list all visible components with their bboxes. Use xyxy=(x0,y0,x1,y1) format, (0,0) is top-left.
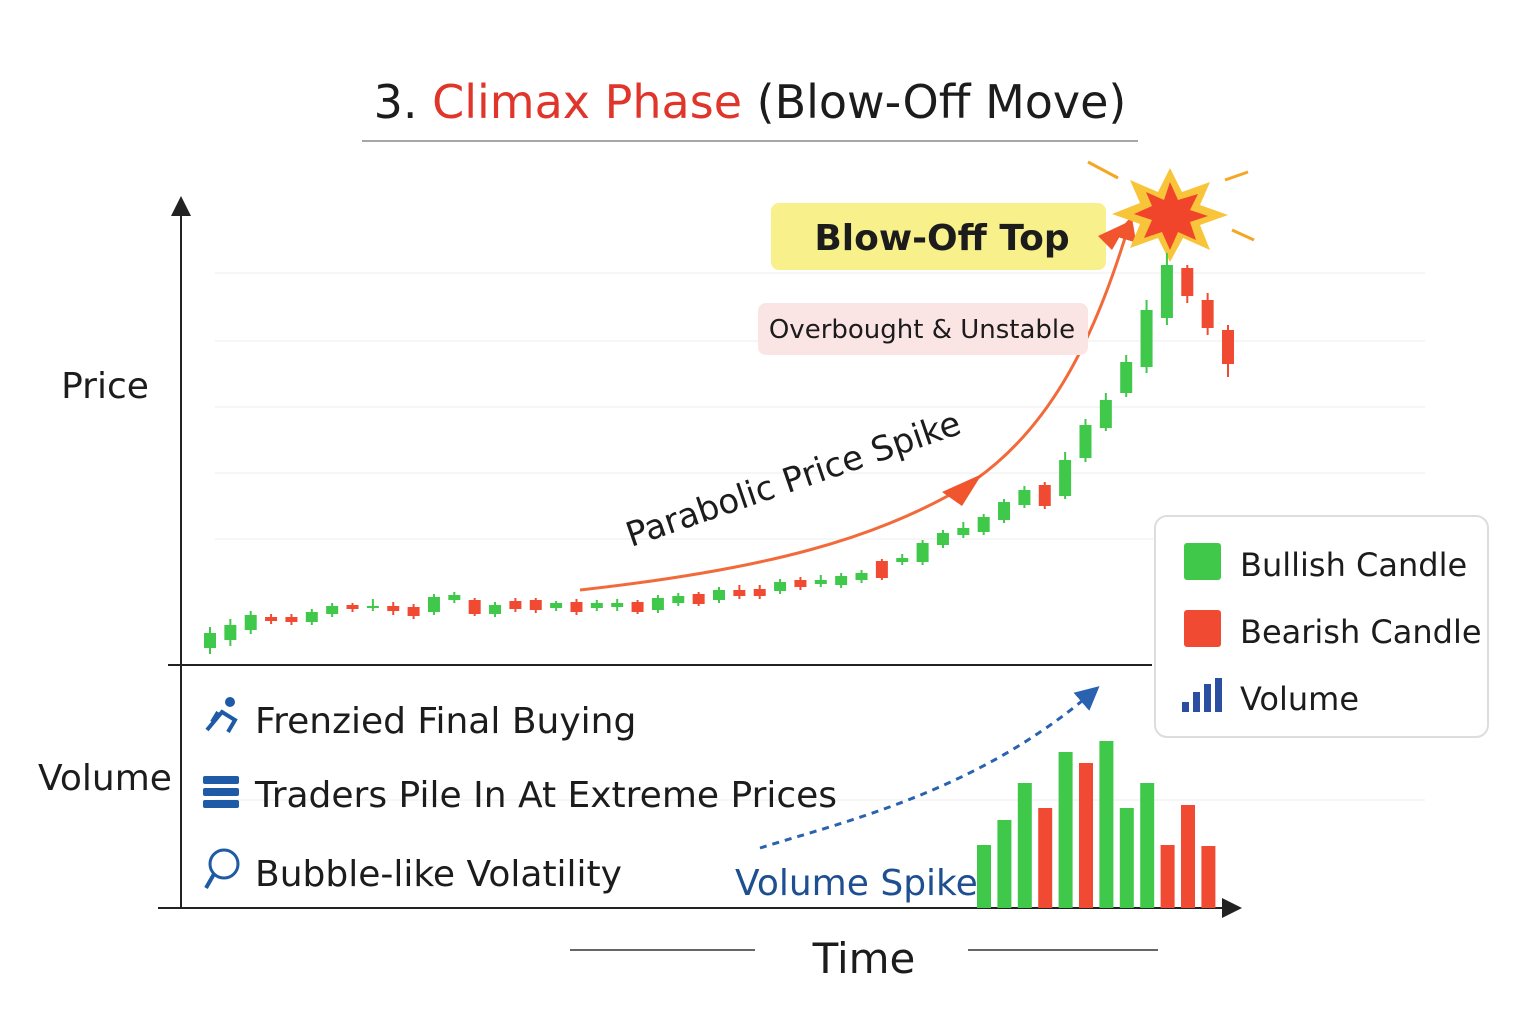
candle-body xyxy=(977,517,990,532)
volume-bar xyxy=(1099,741,1114,908)
arrowhead xyxy=(942,474,982,506)
volume-bar xyxy=(1038,808,1053,908)
candle-body xyxy=(1059,460,1072,496)
legend-label: Bullish Candle xyxy=(1240,546,1467,584)
arrowhead xyxy=(1098,222,1128,250)
candle-body xyxy=(794,580,807,587)
candle-body xyxy=(468,600,481,614)
candle-body xyxy=(1222,330,1234,364)
candle-body xyxy=(875,561,888,578)
candle-body xyxy=(896,558,909,562)
candle-body xyxy=(753,589,766,596)
candle-body xyxy=(1201,300,1214,328)
burst-rays xyxy=(1087,160,1255,242)
title-highlight: Climax Phase xyxy=(432,75,742,129)
candle-body xyxy=(387,606,400,611)
candle-body xyxy=(407,607,420,616)
candle-body xyxy=(1018,490,1031,505)
bullet: Traders Pile In At Extreme Prices xyxy=(254,775,837,816)
volume-bar xyxy=(1160,845,1175,908)
candle-body xyxy=(265,617,278,621)
chart-title: 3. Climax Phase (Blow-Off Move) xyxy=(374,75,1127,129)
legend-label: Bearish Candle xyxy=(1240,613,1482,651)
candle-body xyxy=(672,596,685,603)
volume-arrow xyxy=(759,686,1100,850)
volume-bar xyxy=(1201,846,1216,908)
top-box xyxy=(771,203,1106,270)
candle-body xyxy=(733,590,746,596)
volume-bar xyxy=(1119,808,1134,908)
candle-body xyxy=(1160,265,1173,318)
volume-spike-label: Volume Spike xyxy=(735,863,978,904)
candle-body xyxy=(448,595,461,600)
top-label: Blow-Off Top xyxy=(814,218,1069,259)
volume-bar xyxy=(997,820,1012,908)
bullet: Bubble-like Volatility xyxy=(255,854,622,895)
y2-label: Volume xyxy=(38,758,172,799)
candle-body xyxy=(590,603,603,608)
candle-body xyxy=(224,625,237,640)
x-label: Time xyxy=(812,934,916,983)
candle-body xyxy=(346,605,359,609)
candle-body xyxy=(957,528,970,535)
candle-body xyxy=(936,533,949,545)
candle-body xyxy=(1140,310,1153,367)
candle-body xyxy=(204,633,216,648)
volume-bar xyxy=(1181,805,1195,908)
candle-body xyxy=(631,602,644,612)
volume-bar xyxy=(1079,763,1093,908)
candle-body xyxy=(305,612,318,622)
candle-body xyxy=(509,601,522,609)
bullet: Frenzied Final Buying xyxy=(255,701,636,742)
y-label: Price xyxy=(61,366,149,407)
title-number: 3. xyxy=(374,75,418,129)
candle-body xyxy=(529,600,542,610)
candle-body xyxy=(692,594,705,604)
candle-body xyxy=(774,582,787,591)
overbought-label: Overbought & Unstable xyxy=(769,315,1075,345)
volume-bar xyxy=(1140,783,1155,908)
legend-swatch xyxy=(1184,543,1221,580)
legend xyxy=(1154,515,1489,738)
candle-body xyxy=(855,573,868,580)
legend-swatch xyxy=(1184,610,1221,647)
candle-body xyxy=(244,615,257,630)
candle-body xyxy=(366,606,379,608)
volume-bar xyxy=(977,845,991,908)
legend-label: Volume xyxy=(1240,680,1359,718)
candle-body xyxy=(427,597,440,612)
candle-body xyxy=(1099,400,1112,428)
candle-body xyxy=(998,502,1011,520)
candle-body xyxy=(814,580,827,584)
candle-body xyxy=(550,603,563,608)
volume-bars xyxy=(977,741,1216,908)
title-rest: (Blow-Off Move) xyxy=(757,75,1127,129)
candle-body xyxy=(1038,485,1051,506)
candle-body xyxy=(489,605,502,614)
candles xyxy=(204,253,1234,654)
candle-body xyxy=(713,590,725,600)
candle-body xyxy=(1181,268,1194,296)
candle-body xyxy=(570,602,583,612)
overbought-box xyxy=(758,303,1088,355)
candle-body xyxy=(285,617,298,622)
volume-bar xyxy=(1058,752,1073,908)
burst-core xyxy=(1134,182,1208,250)
candle-body xyxy=(916,543,929,562)
candle-body xyxy=(1079,425,1092,458)
candle-body xyxy=(1120,362,1133,393)
candle-body xyxy=(611,603,624,607)
volume-bar xyxy=(1017,783,1032,908)
legend-swatch xyxy=(1182,678,1222,712)
bullet-icons xyxy=(203,697,240,889)
candle-body xyxy=(651,598,664,610)
candle-body xyxy=(835,576,848,585)
parabolic-label: Parabolic Price Spike xyxy=(621,404,966,556)
candle-body xyxy=(326,606,339,614)
